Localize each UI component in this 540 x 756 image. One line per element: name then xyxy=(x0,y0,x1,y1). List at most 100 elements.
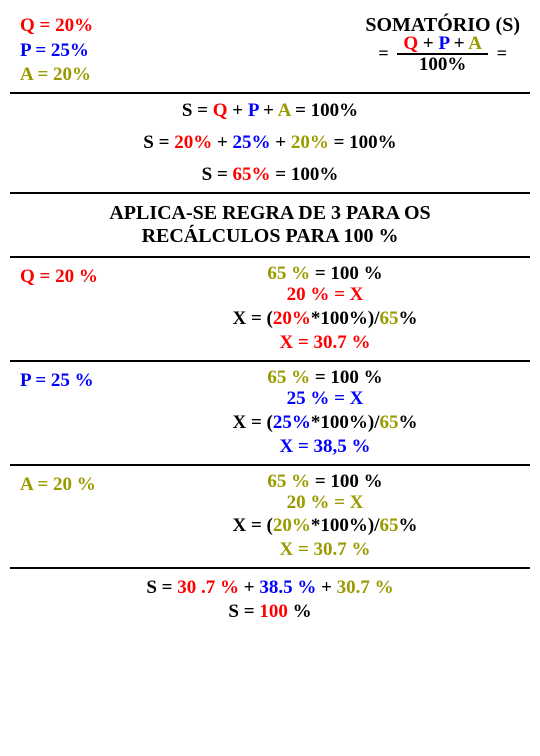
plus: + xyxy=(244,577,260,598)
divider xyxy=(10,360,530,362)
proportion-bot: 20 % = X xyxy=(130,285,520,306)
somatorio-block: SOMATÓRIO (S) = Q + P + A 100% = xyxy=(365,14,520,88)
calc-lhs: X = ( xyxy=(233,308,273,329)
def-q-name: Q xyxy=(20,15,35,36)
result-line: X = 30.7 % xyxy=(130,539,520,561)
section-p-label: P = 25 % xyxy=(20,368,130,392)
bot-left: 20 % xyxy=(287,492,330,513)
result-line: X = 38,5 % xyxy=(130,436,520,458)
text: S = xyxy=(146,577,177,598)
plus: + xyxy=(232,100,248,121)
sum-val: 65% xyxy=(233,164,271,185)
proportion-top: 65 % = 100 % xyxy=(130,368,520,389)
def-q: Q = 20% xyxy=(20,14,93,39)
calc-line: X = (25%*100%)/65% xyxy=(130,412,520,434)
def-p: P = 25% xyxy=(20,39,93,64)
top-left: 65 % xyxy=(267,367,310,388)
calc-den: 65 xyxy=(379,412,398,433)
definitions: Q = 20% P = 25% A = 20% xyxy=(20,14,93,88)
equals-icon: = xyxy=(374,44,392,64)
equals: = xyxy=(37,64,53,85)
top-right: 100 % xyxy=(330,367,382,388)
equals-icon: = xyxy=(493,44,511,64)
top-right: 100 % xyxy=(330,471,382,492)
section-a-label: A = 20 % xyxy=(20,472,130,496)
headline: APLICA-SE REGRA DE 3 PARA OS RECÁLCULOS … xyxy=(10,196,530,254)
equals: = xyxy=(35,40,51,61)
divider xyxy=(10,567,530,569)
divider xyxy=(10,92,530,94)
bot-right: X xyxy=(350,388,364,409)
divider xyxy=(10,192,530,194)
text: S = xyxy=(228,601,259,622)
somatorio-fraction: = Q + P + A 100% = xyxy=(365,34,520,74)
equals: = xyxy=(40,15,56,36)
section-q-label: Q = 20 % xyxy=(20,264,130,288)
frac-q: Q xyxy=(403,33,418,54)
section-p: P = 25 % 65 % = 100 % 25 % = X X = (25%*… xyxy=(10,364,530,462)
p: P xyxy=(248,100,259,121)
bot-left: 25 % xyxy=(287,388,330,409)
plus: + xyxy=(263,100,278,121)
q-val: 20% xyxy=(174,132,212,153)
p-val: 25% xyxy=(233,132,271,153)
summary-block: S = Q + P + A = 100% S = 20% + 25% + 20%… xyxy=(10,96,530,190)
document: Q = 20% P = 25% A = 20% SOMATÓRIO (S) = xyxy=(10,10,530,631)
lbl-val: 20 % xyxy=(55,266,98,287)
section-q-body: 65 % = 100 % 20 % = X X = (20%*100%)/65%… xyxy=(130,264,520,356)
def-a-value: 20% xyxy=(53,64,91,85)
a: A xyxy=(278,100,291,121)
section-a-body: 65 % = 100 % 20 % = X X = (20%*100%)/65%… xyxy=(130,472,520,564)
equals: = xyxy=(315,471,331,492)
plus: + xyxy=(321,577,337,598)
proportion-bot: 20 % = X xyxy=(130,493,520,514)
section-p-body: 65 % = 100 % 25 % = X X = (25%*100%)/65%… xyxy=(130,368,520,460)
equals: = xyxy=(315,263,331,284)
divider xyxy=(10,256,530,258)
lbl-val: 25 % xyxy=(51,370,94,391)
equals: = xyxy=(334,388,350,409)
calc-num: 25% xyxy=(273,412,311,433)
calc-lhs: X = ( xyxy=(233,412,273,433)
equals: = xyxy=(334,492,350,513)
header-row: Q = 20% P = 25% A = 20% SOMATÓRIO (S) = xyxy=(10,10,530,90)
final-line-2: S = 100 % xyxy=(10,601,530,623)
summary-line-2: S = 20% + 25% + 20% = 100% xyxy=(10,132,530,154)
headline-l1: APLICA-SE REGRA DE 3 PARA OS xyxy=(10,202,530,225)
result-line: X = 30.7 % xyxy=(130,332,520,354)
headline-l2: RECÁLCULOS PARA 100 % xyxy=(10,225,530,248)
val: 100 xyxy=(259,601,288,622)
calc-line: X = (20%*100%)/65% xyxy=(130,515,520,537)
bot-right: X xyxy=(350,492,364,513)
section-q: Q = 20 % 65 % = 100 % 20 % = X X = (20%*… xyxy=(10,260,530,358)
equals: = xyxy=(334,284,350,305)
calc-pct: % xyxy=(398,515,417,536)
proportion: 65 % = 100 % 20 % = X xyxy=(130,264,520,306)
divider xyxy=(10,464,530,466)
proportion: 65 % = 100 % 20 % = X xyxy=(130,472,520,514)
def-p-name: P xyxy=(20,40,31,61)
calc-line: X = (20%*100%)/65% xyxy=(130,308,520,330)
a-val: 30.7 % xyxy=(337,577,394,598)
def-q-value: 20% xyxy=(55,15,93,36)
calc-pct: % xyxy=(398,308,417,329)
text: S = xyxy=(143,132,174,153)
lbl-name: Q xyxy=(20,266,35,287)
text: % xyxy=(293,601,312,622)
calc-mid: *100%)/ xyxy=(311,515,380,536)
summary-line-1: S = Q + P + A = 100% xyxy=(10,100,530,122)
calc-den: 65 xyxy=(379,515,398,536)
bot-right: X xyxy=(350,284,364,305)
lbl-val: 20 % xyxy=(53,474,96,495)
equals: = xyxy=(315,367,331,388)
proportion-top: 65 % = 100 % xyxy=(130,472,520,493)
a-val: 20% xyxy=(291,132,329,153)
equals: = xyxy=(40,266,56,287)
bot-left: 20 % xyxy=(287,284,330,305)
plus: + xyxy=(275,132,291,153)
calc-mid: *100%)/ xyxy=(311,412,380,433)
final-block: S = 30 .7 % + 38.5 % + 30.7 % S = 100 % xyxy=(10,571,530,631)
q-val: 30 .7 % xyxy=(177,577,239,598)
calc-num: 20% xyxy=(273,515,311,536)
calc-mid: *100%)/ xyxy=(311,308,380,329)
